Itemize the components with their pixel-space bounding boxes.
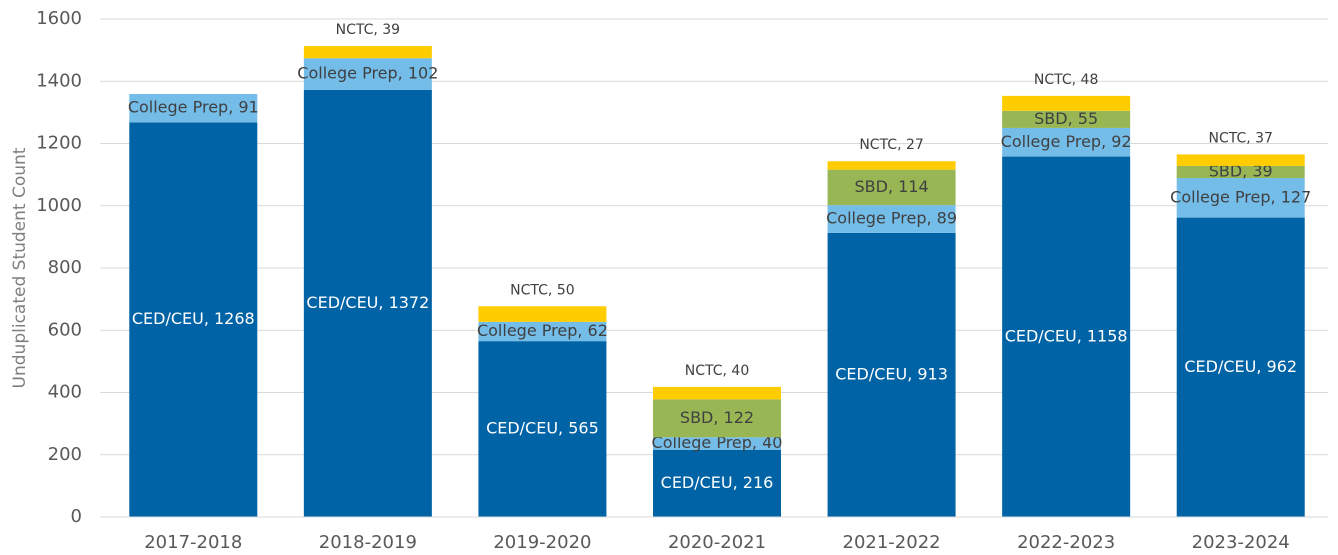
x-tick-label: 2018-2019 (319, 532, 417, 553)
data-label: CED/CEU, 1158 (1005, 326, 1128, 345)
bar-segment (303, 89, 432, 517)
data-label: CED/CEU, 565 (486, 419, 599, 438)
data-label: NCTC, 37 (1208, 130, 1272, 146)
bar-segment (1002, 110, 1131, 128)
data-label: CED/CEU, 216 (661, 473, 774, 492)
y-tick-label: 1200 (36, 133, 82, 154)
bar-segment (653, 399, 781, 438)
bar-segment (827, 205, 956, 233)
bar-segment (1002, 95, 1131, 111)
bar-segment (1002, 156, 1131, 517)
bar-segment (1176, 178, 1305, 218)
x-tick-label: 2022-2023 (1017, 532, 1115, 553)
data-label: CED/CEU, 1268 (132, 309, 255, 328)
data-label: NCTC, 48 (1034, 72, 1098, 88)
data-label: NCTC, 27 (859, 137, 923, 153)
y-tick-label: 0 (71, 506, 82, 527)
y-axis-label: Unduplicated Student Count (10, 147, 30, 388)
data-label: CED/CEU, 962 (1184, 357, 1297, 376)
data-label: NCTC, 50 (510, 282, 574, 298)
bar-segment (1176, 154, 1305, 166)
x-tick-label: 2017-2018 (144, 532, 242, 553)
bar-segment (653, 449, 781, 517)
bar-segment (653, 386, 781, 400)
bar-segment (827, 232, 956, 518)
data-label: NCTC, 39 (336, 22, 400, 38)
y-tick-label: 800 (48, 257, 82, 278)
data-label: SBD, 122 (680, 408, 754, 427)
data-label: College Prep, 92 (1001, 132, 1132, 151)
y-tick-label: 1600 (36, 8, 82, 29)
data-label: College Prep, 91 (128, 98, 259, 117)
bar-segment (653, 437, 781, 450)
bar-segment (303, 46, 432, 59)
bar-segment (303, 58, 432, 90)
x-tick-label: 2021-2022 (843, 532, 941, 553)
data-label: NCTC, 40 (685, 363, 749, 379)
y-tick-label: 600 (48, 319, 82, 340)
data-label: College Prep, 40 (652, 433, 783, 452)
y-tick-label: 1400 (36, 70, 82, 91)
bar-segment (478, 321, 607, 342)
bar-segment (478, 306, 607, 322)
bar-segment (129, 122, 258, 518)
y-tick-label: 200 (48, 444, 82, 465)
y-tick-label: 400 (48, 382, 82, 403)
data-label: CED/CEU, 913 (835, 364, 948, 383)
bar-segment (478, 341, 607, 517)
data-label: SBD, 39 (1209, 161, 1273, 180)
x-tick-label: 2023-2024 (1192, 532, 1290, 553)
data-label: College Prep, 89 (826, 208, 957, 227)
x-tick-label: 2019-2020 (493, 532, 591, 553)
bar-segment (827, 161, 956, 170)
data-label: College Prep, 102 (297, 64, 438, 83)
data-label: CED/CEU, 1372 (306, 293, 429, 312)
y-tick-label: 1000 (36, 195, 82, 216)
bar-segment (1176, 165, 1305, 179)
x-tick-label: 2020-2021 (668, 532, 766, 553)
bar-segment (1002, 127, 1131, 157)
data-label: SBD, 114 (854, 177, 928, 196)
bar-segment (827, 169, 956, 206)
data-label: College Prep, 62 (477, 321, 608, 340)
data-label: College Prep, 127 (1170, 187, 1311, 206)
bar-segment (129, 94, 258, 123)
bar-segment (1176, 217, 1305, 517)
data-label: SBD, 55 (1034, 109, 1098, 128)
